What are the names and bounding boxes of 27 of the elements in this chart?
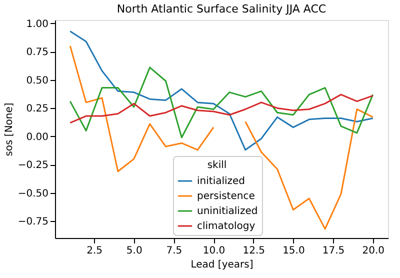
y-tick-label: −0.25	[18, 160, 48, 172]
legend-title: skill	[207, 160, 227, 171]
y-tick-label: 0.50	[26, 75, 48, 86]
x-tick-label: 5.0	[126, 246, 142, 256]
x-axis-title: Lead [years]	[190, 260, 254, 270]
y-tick-label: 0.00	[26, 132, 48, 143]
legend-label: uninitialized	[197, 206, 258, 217]
line-series	[69, 30, 374, 151]
legend-label: climatology	[197, 221, 256, 232]
legend-label: initialized	[197, 176, 246, 187]
y-tick-label: 0.25	[26, 104, 48, 115]
line-series	[69, 66, 374, 138]
x-tick-label: 17.5	[322, 246, 345, 256]
x-tick-label: 20.0	[362, 246, 384, 256]
y-tick-label: −0.50	[18, 188, 48, 200]
chart-title: North Atlantic Surface Salinity JJA ACC	[116, 2, 326, 16]
y-tick-label: −0.75	[18, 216, 48, 228]
x-tick-label: 12.5	[242, 246, 265, 256]
x-tick-label: 10.0	[202, 246, 226, 256]
y-tick-label: 0.75	[26, 47, 48, 58]
x-tick-label: 7.5	[166, 246, 182, 256]
legend-label: persistence	[197, 191, 255, 202]
y-axis-title: sos [None]	[4, 102, 15, 156]
y-tick-label: 1.00	[26, 18, 48, 30]
x-tick-label: 15.0	[282, 246, 305, 256]
line-series	[69, 94, 374, 124]
x-tick-label: 2.5	[86, 246, 102, 256]
